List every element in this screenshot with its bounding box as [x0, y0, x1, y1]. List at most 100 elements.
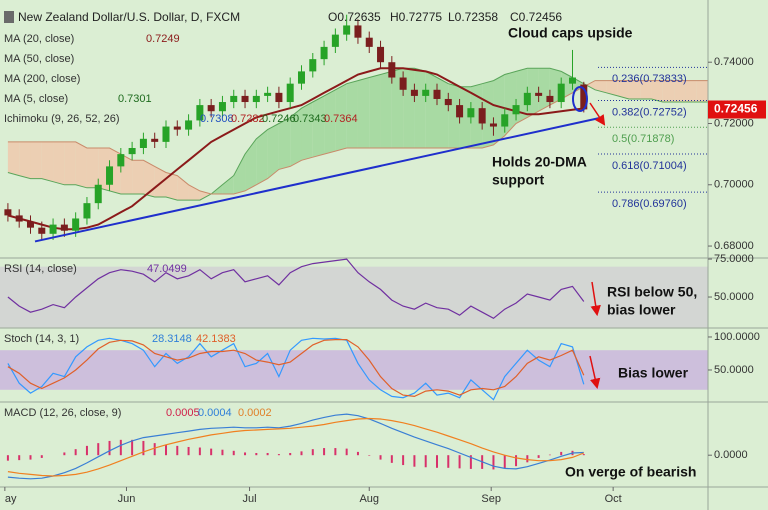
fib-label: 0.786(0.69760): [612, 198, 687, 210]
candle-body: [83, 203, 91, 219]
cloud-fill: [380, 71, 392, 148]
candle-body: [38, 227, 46, 234]
candle-body: [218, 102, 226, 112]
candle-body: [456, 105, 464, 118]
candle-body: [49, 224, 57, 234]
cloud-fill: [493, 74, 505, 145]
candle-body: [185, 120, 193, 130]
indicator-line: [7, 417, 585, 477]
cloud-fill: [132, 160, 144, 194]
candle-body: [501, 114, 509, 127]
panel-value: 28.3148: [152, 333, 192, 345]
candle-body: [106, 166, 114, 185]
candle-body: [546, 95, 554, 103]
cloud-fill: [245, 138, 257, 191]
cloud-fill: [346, 80, 358, 148]
panel-value: 0.0002: [238, 407, 272, 419]
candle-body: [4, 209, 12, 216]
annotation: Holds 20-DMA: [492, 154, 587, 170]
cloud-fill: [414, 68, 426, 148]
candle-body: [320, 46, 328, 60]
candle-body: [139, 138, 147, 148]
cloud-span-b: [7, 80, 708, 195]
cloud-fill: [278, 117, 291, 170]
cloud-fill: [154, 166, 166, 198]
cloud-fill: [188, 184, 200, 201]
indicator-value: 0.7246: [262, 113, 296, 125]
candle-body: [15, 215, 23, 222]
cloud-fill: [41, 141, 54, 182]
annotation: bias lower: [607, 302, 676, 318]
candle-body: [151, 138, 159, 142]
cloud-fill: [425, 71, 437, 148]
y-tick-label: 0.68000: [714, 240, 754, 252]
fib-label: 0.382(0.72752): [612, 106, 687, 118]
cloud-fill: [143, 160, 155, 198]
candle-body: [343, 25, 351, 35]
y-tick-label: 0.0000: [714, 449, 748, 461]
indicator-value: 0.7301: [118, 93, 152, 105]
candle-body: [557, 83, 565, 103]
cloud-fill: [436, 77, 449, 148]
cloud-fill: [53, 141, 65, 185]
indicator-label: MA (200, close): [4, 73, 80, 85]
candle-body: [196, 105, 204, 121]
chart-title: New Zealand Dollar/U.S. Dollar, D, FXCM: [18, 10, 240, 24]
cloud-fill: [357, 77, 370, 148]
x-tick-label: Aug: [359, 493, 379, 505]
cloud-fill: [165, 172, 178, 201]
last-price-box: [708, 100, 766, 119]
x-tick-label: Jun: [118, 493, 136, 505]
cloud-fill: [233, 154, 246, 194]
cloud-fill: [459, 86, 471, 148]
candle-body: [94, 184, 102, 204]
cloud-fill: [538, 68, 550, 112]
candle-body: [365, 37, 373, 47]
indicator-value: 0.7364: [324, 113, 358, 125]
arrow: [590, 281, 601, 317]
indicator-value: 0.7308: [200, 113, 234, 125]
arrow: [589, 355, 601, 390]
ohlc-value: C0.72456: [510, 10, 562, 24]
highlight-ellipse: [572, 86, 588, 112]
candle-body: [331, 34, 339, 47]
candle-body: [117, 154, 125, 167]
x-tick-label: ay: [5, 493, 17, 505]
cloud-fill: [640, 80, 652, 99]
panel-value: 42.1383: [196, 333, 236, 345]
indicator-line: [7, 413, 584, 480]
cloud-span-a: [7, 67, 708, 201]
band: [0, 266, 708, 328]
candle-body: [467, 108, 475, 118]
indicator-value: 0.7282: [231, 113, 265, 125]
cloud-fill: [482, 80, 494, 148]
y-tick-label: 0.74000: [714, 56, 754, 68]
cloud-fill: [256, 129, 268, 185]
indicator-line: [7, 337, 585, 401]
candle-body: [207, 105, 215, 112]
cloud-fill: [470, 83, 483, 148]
candle-body: [568, 77, 576, 84]
cloud-fill: [222, 175, 234, 194]
candle-body: [60, 224, 68, 231]
cloud-fill: [19, 141, 31, 179]
candle-body: [489, 123, 497, 127]
annotation: support: [492, 172, 544, 188]
candle-body: [523, 92, 531, 106]
cloud-fill: [685, 80, 697, 103]
panel-title: MACD (12, 26, close, 9): [4, 407, 121, 419]
candle-body: [580, 84, 588, 110]
candle-body: [478, 108, 486, 124]
menu-icon[interactable]: [4, 11, 14, 23]
cloud-fill: [369, 74, 381, 148]
indicator-value: 0.7249: [146, 33, 180, 45]
y-tick-label: 50.0000: [714, 291, 754, 303]
cloud-fill: [312, 95, 325, 158]
cloud-fill: [75, 141, 87, 188]
indicator-label: Ichimoku (9, 26, 52, 26): [4, 113, 120, 125]
annotation: Bias lower: [618, 365, 689, 381]
y-tick-label: 100.0000: [714, 331, 760, 343]
panel-value: 0.0005: [166, 407, 200, 419]
